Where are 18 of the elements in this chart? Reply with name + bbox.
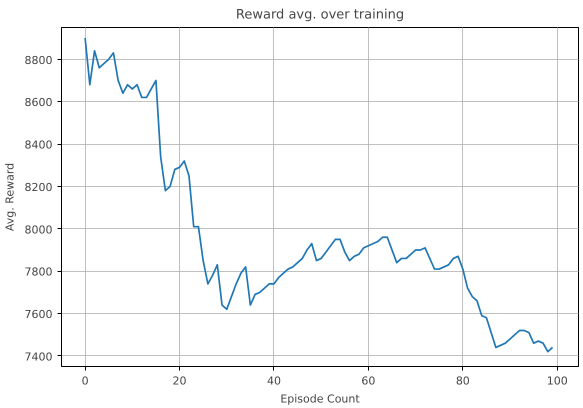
- y-tick-label: 8600: [24, 96, 53, 110]
- chart-title: Reward avg. over training: [236, 8, 404, 22]
- x-tick-label: 20: [172, 374, 187, 388]
- y-tick-label: 8200: [24, 180, 53, 194]
- x-tick-label: 60: [361, 374, 376, 388]
- x-tick-label: 100: [546, 374, 568, 388]
- x-tick-label: 80: [456, 374, 470, 388]
- x-tick-label: 40: [266, 374, 281, 388]
- y-tick-label: 8000: [24, 223, 53, 236]
- line-series: [84, 37, 554, 353]
- y-axis-title: Avg. Reward: [4, 162, 17, 232]
- y-tick-label: 7600: [24, 308, 53, 322]
- x-tick-label: 0: [82, 374, 89, 388]
- y-tick-label: 8400: [24, 138, 53, 152]
- x-axis-title: Episode Count: [280, 392, 360, 406]
- y-tick-label: 7800: [24, 266, 53, 279]
- y-tick-label: 8800: [24, 54, 53, 67]
- y-tick-label: 7400: [24, 350, 53, 364]
